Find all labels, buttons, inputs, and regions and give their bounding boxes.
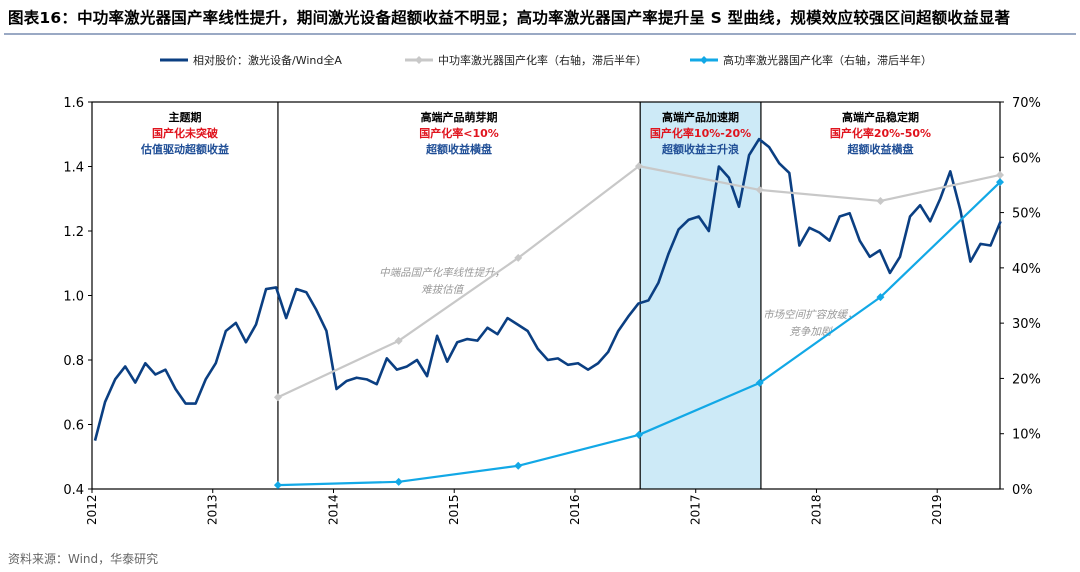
data-point-marker [996,178,1004,187]
series-line-2 [277,181,1001,487]
right-axis-tick-label: 40% [1012,262,1041,277]
chart-annotation: 中端品国产化率线性提升， [379,267,505,279]
left-axis-tick-label: 0.6 [63,419,84,434]
left-axis-tick-label: 1.0 [63,290,84,305]
data-point-marker [514,253,523,262]
x-axis-tick-label: 2017 [689,494,703,525]
legend-label: 中功率激光器国产化率（右轴，滞后半年） [438,53,647,67]
phase-name: 高端产品稳定期 [842,110,919,124]
data-point-marker [996,170,1004,179]
right-axis-tick-label: 60% [1012,151,1041,166]
legend-marker [415,56,423,64]
chart-annotation: 市场空间扩容放缓， [763,309,858,321]
right-axis-tick-label: 0% [1012,483,1033,498]
data-point-marker [755,185,764,194]
phase-localization-rate: 国产化未突破 [152,126,218,140]
data-point-marker [634,162,643,171]
phase-excess-return: 超额收益横盘 [425,142,492,156]
plot-frame [91,101,1001,490]
series-line-0 [93,137,1002,441]
x-axis-tick-label: 2014 [326,494,340,525]
data-point-marker [394,477,403,486]
x-axis-tick-label: 2015 [447,494,461,525]
data-point-marker [634,430,643,439]
data-point-marker [514,461,523,470]
figure-title: 图表16：中功率激光器国产率线性提升，期间激光设备超额收益不明显；高功率激光器国… [8,9,1011,27]
right-axis-tick-label: 70% [1012,96,1041,111]
x-axis-tick-label: 2018 [809,494,823,525]
phase-localization-rate: 国产化率20%-50% [830,126,931,140]
data-point-marker [755,378,764,387]
left-axis-tick-label: 1.6 [63,96,84,111]
phase-name: 主题期 [168,110,201,124]
phase-excess-return: 超额收益主升浪 [661,142,739,156]
right-axis-tick-label: 20% [1012,372,1041,387]
shaded-phase-region [640,102,761,489]
data-point-marker [394,336,403,345]
left-axis-tick-label: 0.4 [63,483,84,498]
data-point-marker [273,481,282,490]
phase-excess-return: 估值驱动超额收益 [140,142,229,156]
legend-label: 相对股价：激光设备/Wind全A [193,53,342,67]
legend-label: 高功率激光器国产化率（右轴，滞后半年） [723,53,932,67]
phase-name: 高端产品萌芽期 [421,110,498,124]
left-axis-tick-label: 1.4 [63,161,84,176]
data-point-marker [273,393,282,402]
source-note: 资料来源：Wind，华泰研究 [8,552,159,566]
phase-localization-rate: 国产化率10%-20% [650,126,751,140]
right-axis-tick-label: 30% [1012,317,1041,332]
x-axis-tick-label: 2016 [568,494,582,525]
x-axis-tick-label: 2012 [85,494,99,525]
right-axis-tick-label: 50% [1012,207,1041,222]
chart-annotation: 竞争加剧 [789,326,832,338]
chart-annotation: 难拔估值 [421,284,464,296]
legend-marker [700,56,708,64]
data-point-marker [876,196,885,205]
title-divider [4,33,1076,35]
right-axis-tick-label: 10% [1012,428,1041,443]
data-point-marker [876,293,885,302]
phase-name: 高端产品加速期 [662,110,739,124]
phase-localization-rate: 国产化率<10% [419,126,499,140]
x-axis-tick-label: 2019 [930,494,944,525]
left-axis-tick-label: 0.8 [63,354,84,369]
x-axis-tick-label: 2013 [206,494,220,525]
phase-excess-return: 超额收益横盘 [846,142,913,156]
left-axis-tick-label: 1.2 [63,225,84,240]
